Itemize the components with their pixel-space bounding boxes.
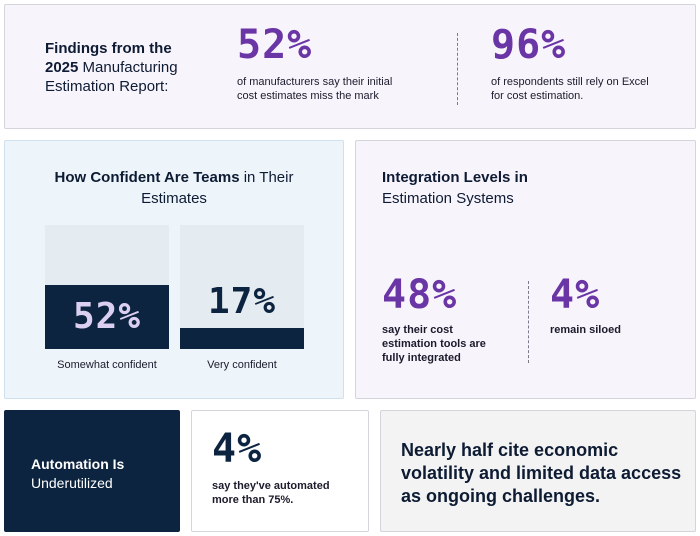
automation-title: Automation Is Underutilized (31, 455, 124, 493)
divider (457, 33, 458, 105)
stat-excel-text: of respondents still rely on Excel for c… (491, 75, 649, 103)
confidence-bar-somewhat-value: 52% (72, 296, 142, 337)
findings-title-rest-1: Manufacturing (78, 59, 178, 76)
confidence-title-rest-2: Estimates (141, 190, 207, 207)
findings-title: Findings from the 2025 Manufacturing Est… (45, 39, 215, 96)
stat-cost-miss-text: of manufacturers say their initial cost … (237, 75, 392, 103)
confidence-title: How Confident Are Teams in Their Estimat… (5, 167, 343, 209)
automated-text: say they've automated more than 75%. (212, 479, 330, 507)
stat-cost-miss-text-1: of manufacturers say their initial (237, 76, 393, 88)
findings-title-bold-2: 2025 (45, 59, 79, 76)
stat-excel-text-2: for cost estimation. (491, 90, 584, 102)
automated-value: 4% (212, 426, 263, 472)
confidence-bar-somewhat: 52% (45, 225, 169, 349)
confidence-title-bold: How Confident Are Teams (54, 169, 240, 186)
integration-title-bold: Integration Levels in (382, 169, 528, 186)
automated-text-1: say they've automated (212, 480, 330, 492)
automated-text-2: more than 75%. (212, 494, 294, 506)
integration-card: Integration Levels in Estimation Systems… (355, 140, 696, 399)
siloed-text: remain siloed (550, 324, 621, 336)
challenges-card: Nearly half cite economic volatility and… (380, 410, 696, 532)
automated-card: 4% say they've automated more than 75%. (191, 410, 369, 532)
integrated-text-3: fully integrated (382, 352, 461, 364)
confidence-bar-very-label: Very confident (207, 359, 277, 371)
challenges-text: Nearly half cite economic volatility and… (401, 440, 682, 506)
stat-cost-miss-value: 52% (237, 22, 313, 68)
confidence-bar-somewhat-label: Somewhat confident (57, 359, 157, 371)
confidence-title-rest-1: in Their (239, 169, 294, 186)
integration-title: Integration Levels in Estimation Systems (382, 167, 528, 209)
findings-title-rest-2: Estimation Report: (45, 78, 169, 95)
integrated-text: say their cost estimation tools are full… (382, 323, 486, 365)
integrated-value: 48% (382, 272, 458, 318)
confidence-card: How Confident Are Teams in Their Estimat… (4, 140, 344, 399)
confidence-bar-very: 17% (180, 225, 304, 349)
confidence-bar-very-value: 17% (207, 281, 277, 322)
findings-title-bold-1: Findings from the (45, 40, 172, 57)
stat-cost-miss-text-2: cost estimates miss the mark (237, 90, 379, 102)
automation-card: Automation Is Underutilized (4, 410, 180, 532)
confidence-bar-very-fill (180, 328, 304, 349)
confidence-bar-somewhat-fill (45, 285, 169, 349)
findings-card: Findings from the 2025 Manufacturing Est… (4, 4, 696, 129)
integrated-text-2: estimation tools are (382, 338, 486, 350)
stat-excel-text-1: of respondents still rely on Excel (491, 76, 649, 88)
integrated-text-1: say their cost (382, 324, 453, 336)
automation-title-rest: Underutilized (31, 475, 113, 491)
siloed-value: 4% (550, 272, 601, 318)
integration-title-rest: Estimation Systems (382, 190, 514, 207)
divider (528, 281, 529, 363)
automation-title-bold: Automation Is (31, 456, 125, 472)
stat-excel-value: 96% (491, 22, 567, 68)
